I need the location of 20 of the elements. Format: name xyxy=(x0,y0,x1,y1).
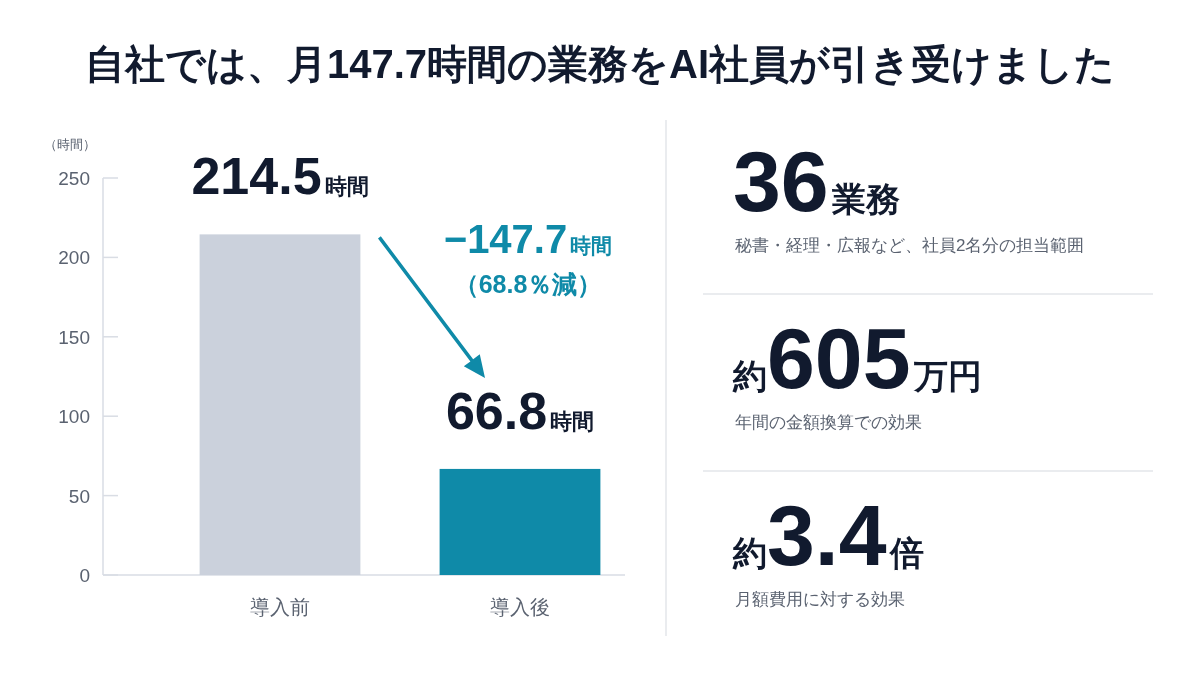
data-label: 214.5時間 xyxy=(191,147,369,206)
text: 秘書・経理・広報など、社員2名分の担当範囲 xyxy=(735,236,1085,255)
data-label: 66.8時間 xyxy=(445,381,595,440)
y-axis-title: （時間） xyxy=(44,137,96,152)
text: 約605万円 xyxy=(732,310,982,406)
y-tick-label: 200 xyxy=(58,247,90,269)
y-tick-label: 250 xyxy=(58,168,90,189)
y-tick-label: 150 xyxy=(58,326,90,348)
text: 36業務 xyxy=(733,133,900,229)
x-tick-label: 導入前 xyxy=(250,596,310,618)
y-tick-label: 100 xyxy=(58,406,90,428)
chart-title: 自社では、月147.7時間の業務をAI社員が引き受けました xyxy=(84,42,1116,87)
y-tick-label: 0 xyxy=(79,565,90,586)
text: 月額費用に対する効果 xyxy=(735,590,905,609)
annotation: （68.8％減） xyxy=(453,270,603,299)
y-tick-label: 50 xyxy=(68,485,90,507)
x-tick-label: 導入後 xyxy=(490,596,550,618)
text: 約3.4倍 xyxy=(732,487,924,583)
text: 年間の金額換算での効果 xyxy=(735,413,922,432)
annotation: −147.7時間 xyxy=(443,217,613,262)
